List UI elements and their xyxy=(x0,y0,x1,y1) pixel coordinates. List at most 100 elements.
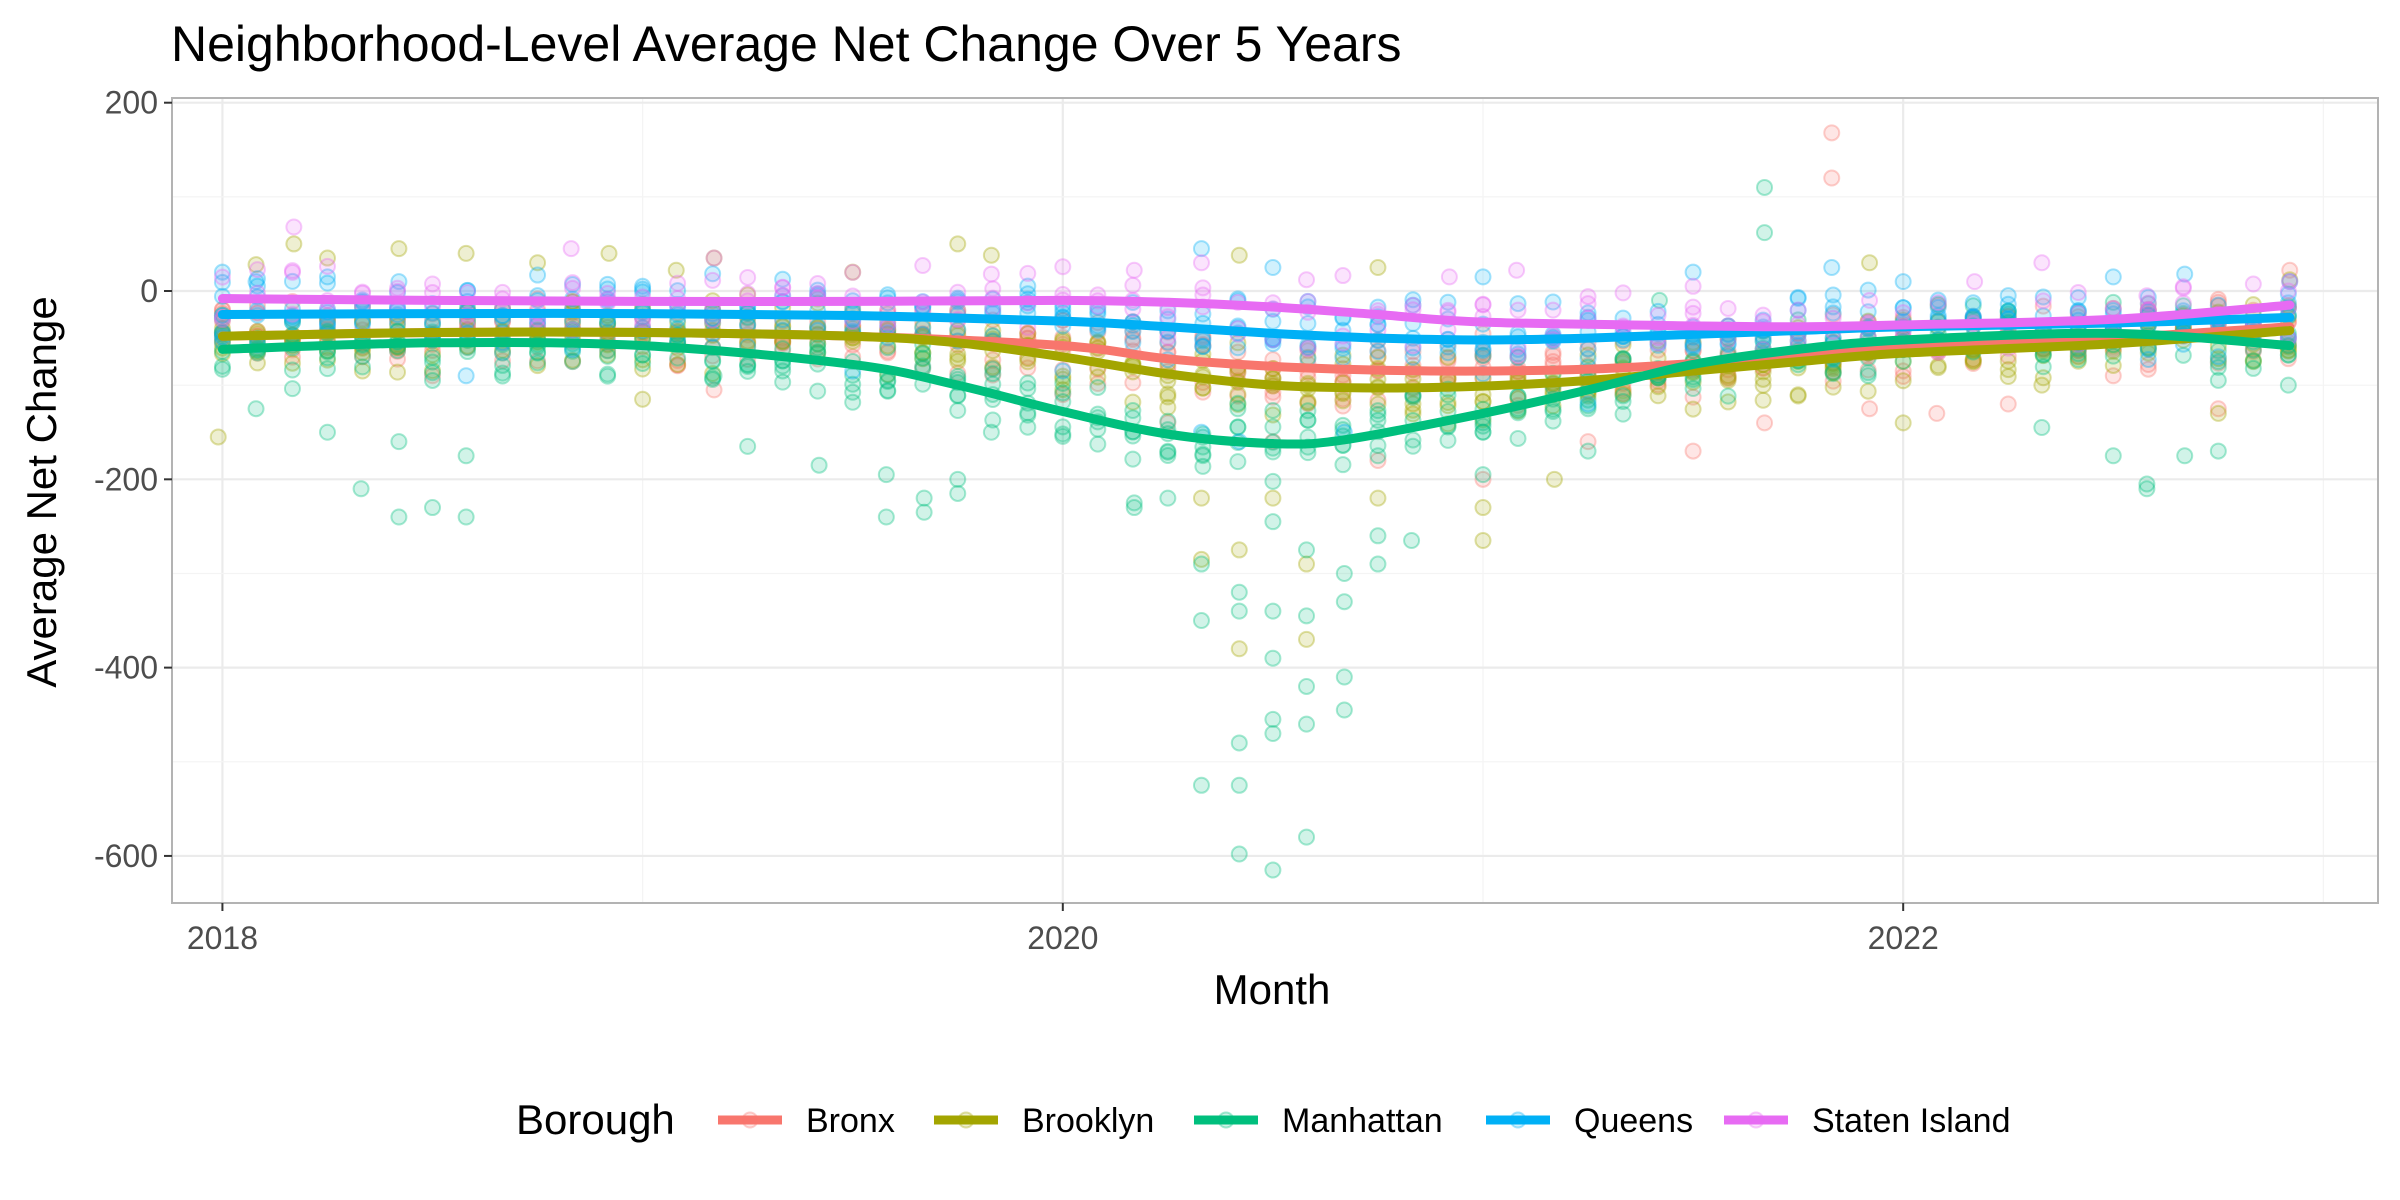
point-staten-island xyxy=(248,261,266,279)
point-staten-island xyxy=(1861,291,1879,309)
point-bronx xyxy=(1054,386,1072,404)
point-bronx xyxy=(353,348,371,366)
point-manhattan xyxy=(1369,527,1387,545)
point-manhattan xyxy=(424,371,442,389)
legend-title: Borough xyxy=(516,1096,675,1143)
point-manhattan xyxy=(1230,583,1248,601)
legend-key-point xyxy=(957,1111,975,1129)
point-brooklyn xyxy=(1299,394,1317,412)
point-bronx xyxy=(1544,344,1562,362)
point-manhattan xyxy=(1474,423,1492,441)
point-queens xyxy=(1509,295,1527,313)
point-manhattan xyxy=(2174,346,2192,364)
point-bronx xyxy=(1229,387,1247,405)
point-manhattan xyxy=(1229,394,1247,412)
point-manhattan xyxy=(1124,450,1142,468)
legend-key-point xyxy=(1509,1111,1527,1129)
point-queens xyxy=(634,277,652,295)
point-queens xyxy=(2104,268,2122,286)
point-manhattan xyxy=(1124,402,1142,420)
point-queens xyxy=(1859,281,1877,299)
point-manhattan xyxy=(984,411,1002,429)
point-manhattan xyxy=(1192,776,1210,794)
point-staten-island xyxy=(1019,264,1037,282)
point-bronx xyxy=(1649,341,1667,359)
point-bronx xyxy=(2209,400,2227,418)
point-manhattan xyxy=(1334,416,1352,434)
point-bronx xyxy=(984,366,1002,384)
point-manhattan xyxy=(1264,401,1282,419)
point-staten-island xyxy=(1929,294,1947,312)
point-queens xyxy=(1789,301,1807,319)
point-brooklyn xyxy=(1999,368,2017,386)
point-manhattan xyxy=(2034,358,2052,376)
point-manhattan xyxy=(1159,412,1177,430)
point-manhattan xyxy=(1159,489,1177,507)
plot-border xyxy=(171,97,2379,904)
point-brooklyn xyxy=(1192,550,1210,568)
point-brooklyn xyxy=(2033,376,2051,394)
point-manhattan xyxy=(1194,445,1212,463)
point-manhattan xyxy=(1230,776,1248,794)
point-queens xyxy=(2034,288,2052,306)
point-staten-island xyxy=(389,279,407,297)
point-manhattan xyxy=(982,423,1000,441)
point-staten-island xyxy=(879,318,897,336)
point-bronx xyxy=(1614,384,1632,402)
plot-panel xyxy=(172,98,2378,903)
y-tick-label: -600 xyxy=(94,838,158,874)
point-staten-island xyxy=(2069,284,2087,302)
point-manhattan xyxy=(213,360,231,378)
point-queens xyxy=(599,275,617,293)
point-manhattan xyxy=(810,456,828,474)
point-manhattan xyxy=(318,360,336,378)
point-bronx xyxy=(1299,342,1317,360)
point-manhattan xyxy=(774,362,792,380)
point-queens xyxy=(318,268,336,286)
chart-title: Neighborhood-Level Average Net Change Ov… xyxy=(171,16,1401,72)
point-brooklyn xyxy=(914,350,932,368)
point-bronx xyxy=(1474,349,1492,367)
point-bronx xyxy=(984,359,1002,377)
point-manhattan xyxy=(2209,371,2227,389)
point-staten-island xyxy=(283,263,301,281)
point-staten-island xyxy=(669,274,687,292)
point-manhattan xyxy=(1369,411,1387,429)
x-tick-label: 2020 xyxy=(1027,920,1098,956)
point-manhattan xyxy=(1474,423,1492,441)
point-bronx xyxy=(1928,404,1946,422)
point-manhattan xyxy=(2104,293,2122,311)
point-brooklyn xyxy=(1230,640,1248,658)
point-queens xyxy=(634,280,652,298)
point-manhattan xyxy=(1719,387,1737,405)
point-manhattan xyxy=(424,349,442,367)
point-manhattan xyxy=(739,437,757,455)
point-brooklyn xyxy=(1894,372,1912,390)
legend-key-point xyxy=(1747,1111,1765,1129)
point-manhattan xyxy=(704,369,722,387)
point-queens xyxy=(1404,291,1422,309)
legend-label: Brooklyn xyxy=(1022,1102,1154,1140)
point-staten-island xyxy=(1966,273,1984,291)
point-manhattan xyxy=(914,349,932,367)
point-queens xyxy=(1684,339,1702,357)
point-staten-island xyxy=(982,265,1000,283)
point-bronx xyxy=(1684,388,1702,406)
point-staten-island xyxy=(2174,294,2192,312)
point-manhattan xyxy=(1579,442,1597,460)
point-manhattan xyxy=(564,353,582,371)
point-brooklyn xyxy=(634,390,652,408)
point-queens xyxy=(1194,332,1212,350)
point-brooklyn xyxy=(1192,489,1210,507)
point-manhattan xyxy=(1054,374,1072,392)
point-manhattan xyxy=(1125,499,1143,517)
point-queens xyxy=(1999,287,2017,305)
point-manhattan xyxy=(1335,564,1353,582)
point-staten-island xyxy=(2174,278,2192,296)
point-queens xyxy=(1369,343,1387,361)
point-staten-island xyxy=(739,268,757,286)
point-brooklyn xyxy=(1369,258,1387,276)
point-manhattan xyxy=(1054,427,1072,445)
point-bronx xyxy=(705,381,723,399)
legend-item-queens: Queens xyxy=(1486,1102,1693,1140)
